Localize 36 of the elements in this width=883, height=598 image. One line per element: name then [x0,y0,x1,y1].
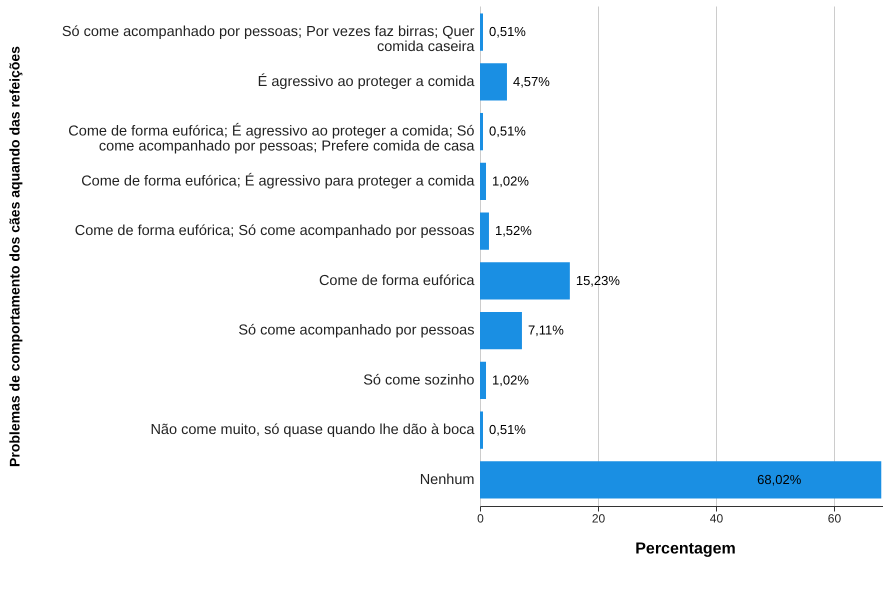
y-tick-label: Come de forma eufórica; Só come acompanhado por pessoas [74,223,474,240]
bar [480,312,522,350]
data-label: 4,57% [512,74,550,89]
data-label: 0,51% [489,124,526,139]
x-tick-label: 20 [592,512,606,526]
y-tick-label: Come de forma eufórica [318,272,476,289]
bar [480,262,570,300]
y-tick-label: Só come acompanhado por pessoas [238,322,474,339]
bar [480,411,484,449]
bar [480,212,489,250]
data-label: 68,02% [757,472,802,487]
data-label: 1,52% [494,223,532,238]
data-label: 1,02% [492,173,530,188]
x-axis-title: Percentagem [635,540,736,558]
data-label: 7,11% [528,322,564,338]
x-tick-label: 40 [710,512,724,526]
bar [480,362,486,400]
data-label: 1,02% [492,372,530,388]
data-label: 0,51% [489,24,526,40]
y-axis-title: Problemas de comportamento dos cães aquando das refeições [6,46,22,467]
y-tick-label: Só come acompanhado por pessoas; Por vezes faz birras; Quer comida caseira [62,24,476,56]
y-tick-label: Nenhum [420,472,474,488]
y-tick-label: Só come sozinho [363,372,474,388]
y-tick-label: Não come muito, só quase quando lhe dão à boca [150,422,476,438]
bar [480,63,507,101]
y-tick-label: Come de forma eufórica; É agressivo para proteger a comida [81,172,476,190]
y-tick-label: É agressivo ao proteger a comida [258,72,476,90]
x-tick-label: 0 [477,512,484,526]
bar [480,13,484,51]
data-label: 15,23% [576,272,620,288]
bar [480,112,484,150]
bar [480,162,486,200]
bar [480,461,882,499]
x-tick-label: 60 [828,512,842,526]
y-tick-label: Come de forma eufórica; É agressivo ao proteger a comida; Só come acompanhado por pessoas; Prefere comida de casa [68,122,476,155]
data-label: 0,51% [489,422,526,438]
